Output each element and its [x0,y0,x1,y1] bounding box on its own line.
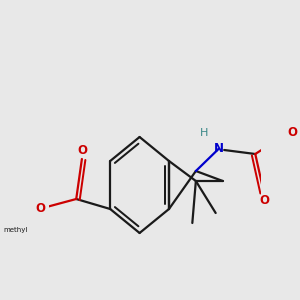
Text: O: O [260,194,269,208]
Text: N: N [214,142,224,155]
Text: O: O [78,143,88,157]
Text: H: H [200,128,208,138]
Text: methyl: methyl [3,227,28,233]
Text: O: O [287,127,297,140]
Text: O: O [35,202,45,214]
